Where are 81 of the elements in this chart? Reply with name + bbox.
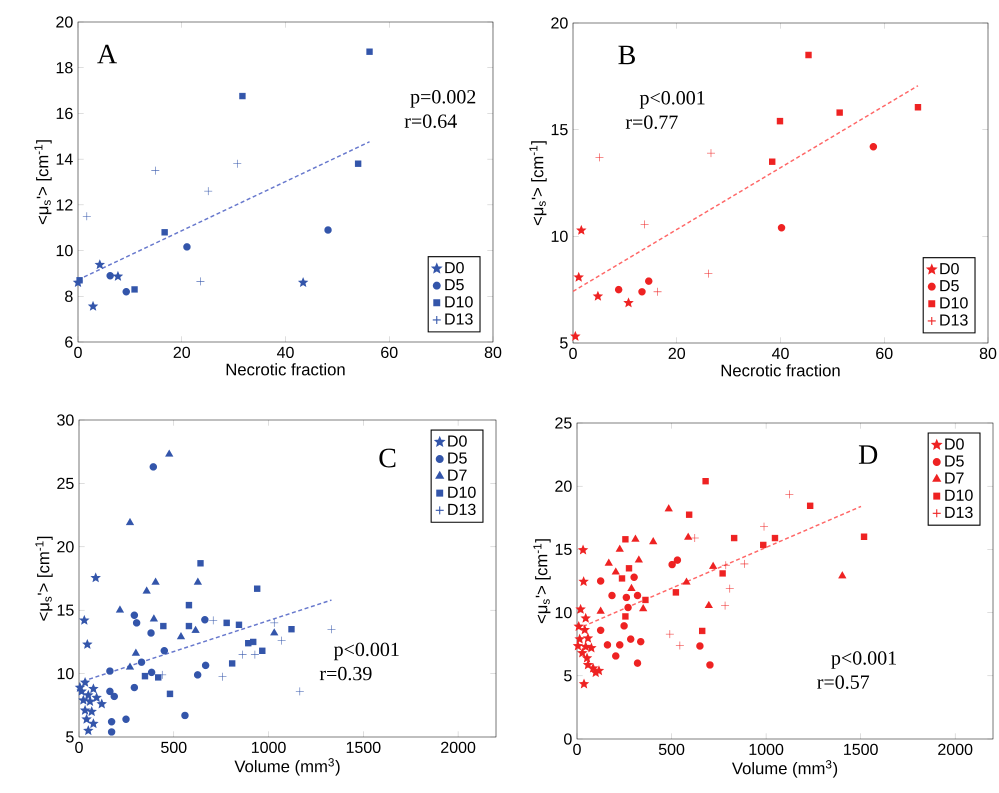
y-tick-label: 20: [555, 480, 572, 492]
y-tick-label: 5: [564, 670, 572, 682]
y-axis-title: <μ$_{s}$'> [cm$^{-1}$]: [34, 140, 52, 224]
legend-label: D13: [448, 504, 476, 516]
x-tick-label: 40: [276, 346, 294, 358]
y-tick-label: 10: [56, 244, 73, 256]
y-tick-label: 12: [56, 199, 72, 210]
x-tick-label: 1000: [750, 744, 784, 756]
y-tick-label: 14: [56, 154, 73, 165]
x-tick-label: 60: [381, 346, 398, 358]
x-tick-label: 1500: [844, 744, 878, 756]
annotation: r=0.64: [404, 114, 457, 128]
y-tick-label: 15: [58, 604, 74, 616]
x-tick-label: 500: [161, 742, 186, 754]
x-axis-title: Necrotic fraction: [722, 364, 840, 376]
y-tick-label: 10: [58, 668, 74, 680]
y-tick-label: 25: [57, 478, 74, 490]
annotation: r=0.57: [817, 675, 870, 689]
x-tick-label: 0: [573, 744, 581, 756]
y-tick-label: 30: [57, 414, 74, 426]
legend-label: D10: [945, 490, 973, 501]
x-tick-label: 1000: [252, 742, 286, 754]
legend-label: D13: [445, 313, 473, 325]
legend-label: D5: [940, 280, 959, 292]
legend-label: D5: [448, 452, 467, 464]
y-tick-label: 10: [556, 606, 572, 618]
legend-label: D7: [945, 472, 964, 484]
y-tick-label: 5: [66, 731, 74, 743]
x-tick-label: 60: [876, 348, 893, 360]
y-tick-label: 0: [564, 733, 572, 745]
annotation: p<0.001: [334, 642, 399, 660]
x-tick-label: 0: [75, 742, 83, 754]
legend-label: D0: [945, 438, 964, 450]
x-tick-label: 80: [980, 348, 996, 360]
legend-label: D5: [445, 279, 464, 290]
annotation: r=0.77: [626, 115, 678, 129]
y-tick-label: 6: [65, 336, 73, 348]
x-tick-label: 80: [484, 346, 502, 358]
y-axis-title: <μ$_{s}$'> [cm$^{-1}$]: [35, 536, 53, 621]
legend-label: D7: [448, 470, 467, 481]
y-tick-label: 25: [555, 417, 572, 429]
x-axis-title: Necrotic fraction: [226, 363, 345, 376]
x-tick-label: 1500: [346, 742, 380, 754]
x-tick-label: 40: [772, 348, 789, 360]
y-tick-label: 15: [556, 544, 572, 555]
legend-label: D10: [445, 296, 473, 308]
annotation: r=0.39: [320, 666, 372, 680]
y-tick-label: 20: [551, 17, 568, 29]
y-tick-label: 5: [560, 337, 568, 349]
y-tick-label: 16: [56, 108, 73, 120]
legend-label: D13: [945, 506, 973, 518]
text: B: [618, 46, 635, 64]
y-axis-title: <μ$_{s}$'> [cm$^{-1}$]: [529, 141, 547, 226]
x-axis-title: Volume (mm$^{3}$): [234, 758, 340, 776]
legend-label: D0: [940, 263, 959, 274]
legend-label: D13: [940, 314, 968, 326]
x-axis-title: Volume (mm$^{3}$): [732, 760, 838, 778]
legend-label: D0: [445, 262, 464, 274]
y-tick-label: 10: [552, 230, 568, 242]
x-tick-label: 0: [74, 346, 82, 358]
x-tick-label: 20: [174, 346, 190, 358]
legend-label: D0: [448, 435, 467, 447]
x-tick-label: 20: [668, 348, 686, 360]
y-tick-label: 18: [56, 62, 73, 74]
annotation: p<0.001: [831, 651, 896, 669]
annotation: p=0.002: [410, 90, 476, 108]
legend-label: D10: [448, 486, 476, 498]
y-tick-label: 20: [56, 16, 73, 28]
y-axis-title: <μ$_{s}$'> [cm$^{-1}$]: [533, 539, 551, 624]
legend-label: D10: [940, 297, 968, 309]
x-tick-label: 2000: [441, 742, 476, 754]
legend-label: D5: [945, 456, 964, 467]
x-tick-label: 2000: [938, 744, 972, 756]
x-tick-label: 500: [658, 744, 684, 756]
y-tick-label: 20: [57, 541, 74, 552]
text: C: [379, 448, 396, 468]
text: A: [97, 44, 117, 64]
text: D: [858, 445, 878, 464]
y-tick-label: 15: [552, 124, 568, 136]
annotation: p<0.001: [640, 91, 705, 109]
y-tick-label: 8: [65, 290, 73, 302]
